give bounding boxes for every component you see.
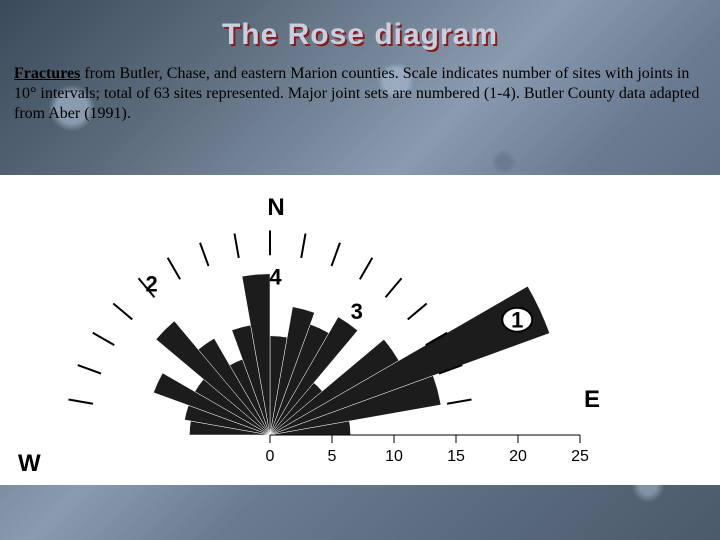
- set-label: 2: [146, 272, 158, 297]
- spoke-tick: [386, 278, 402, 297]
- scale-value: 25: [571, 448, 589, 465]
- spoke-tick: [93, 333, 114, 345]
- page-title: The Rose diagram: [0, 0, 720, 52]
- scale-axis: 0 5 10 15 20 25: [266, 435, 589, 465]
- compass-w: W: [18, 450, 41, 477]
- rose-wedges: [153, 274, 549, 435]
- figure-caption: Fractures from Butler, Chase, and easter…: [14, 64, 706, 124]
- spoke-tick: [301, 234, 305, 258]
- spoke-tick: [408, 303, 427, 319]
- compass-e: E: [584, 386, 600, 413]
- spoke-tick: [447, 399, 471, 403]
- spoke-tick: [69, 399, 93, 403]
- spoke-tick: [234, 234, 238, 258]
- set-label: 3: [351, 299, 363, 324]
- compass-n: N: [267, 194, 284, 221]
- spoke-tick: [331, 243, 339, 266]
- spoke-tick: [200, 243, 208, 266]
- rose-diagram: 0 5 10 15 20 25 N E W 1 2 3 4: [0, 175, 720, 485]
- spoke-tick: [113, 303, 132, 319]
- set-label: 1: [511, 308, 523, 333]
- scale-value: 20: [509, 448, 527, 465]
- scale-value: 15: [447, 448, 465, 465]
- spoke-tick: [168, 258, 180, 279]
- caption-lead: Fractures: [14, 65, 80, 82]
- rose-diagram-panel: 0 5 10 15 20 25 N E W 1 2 3 4: [0, 175, 720, 485]
- set-label: 4: [269, 264, 282, 289]
- spoke-tick: [78, 365, 101, 373]
- scale-value: 0: [266, 448, 275, 465]
- scale-value: 10: [385, 448, 403, 465]
- caption-rest: from Butler, Chase, and eastern Marion c…: [14, 65, 699, 122]
- scale-value: 5: [328, 448, 337, 465]
- spoke-tick: [360, 258, 372, 279]
